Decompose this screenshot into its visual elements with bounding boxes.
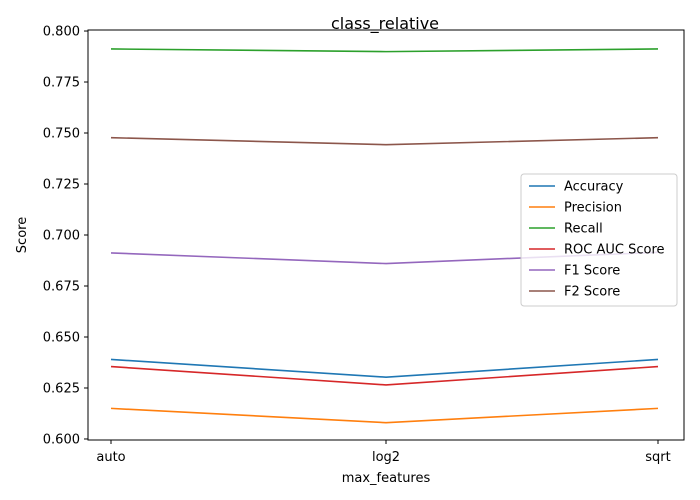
series-line-precision <box>110 407 659 424</box>
x-tick-label: auto <box>96 450 125 465</box>
series-line-recall <box>110 48 659 53</box>
y-tick-label: 0.750 <box>43 127 80 142</box>
legend-label-accuracy: Accuracy <box>564 180 624 195</box>
y-tick-label: 0.675 <box>43 279 80 294</box>
y-tick-label: 0.775 <box>43 76 80 91</box>
legend-label-roc-auc-score: ROC AUC Score <box>564 243 665 258</box>
y-tick-label: 0.625 <box>43 381 80 396</box>
y-tick-label: 0.725 <box>43 178 80 193</box>
y-tick-label: 0.650 <box>43 330 80 345</box>
y-tick-label: 0.800 <box>43 25 80 40</box>
legend-label-precision: Precision <box>564 201 622 216</box>
legend-box <box>520 173 678 307</box>
legend-label-f2-score: F2 Score <box>564 285 620 300</box>
y-axis: 0.600 0.625 0.650 0.675 0.700 0.725 0.750 0.775… <box>43 25 88 447</box>
y-axis-label: Score <box>15 217 30 253</box>
legend-label-recall: Recall <box>564 222 603 237</box>
legend: Accuracy Precision Recall ROC AUC Score F1 S… <box>520 173 678 307</box>
series-line-f2-score <box>110 136 659 146</box>
y-tick-label: 0.700 <box>43 229 80 244</box>
x-tick-label: sqrt <box>645 450 670 465</box>
series-line-accuracy <box>110 358 659 378</box>
legend-label-f1-score: F1 Score <box>564 264 620 279</box>
chart-title: class_relative <box>331 14 439 34</box>
x-axis: auto log2 sqrt <box>96 440 671 465</box>
x-tick-label: log2 <box>372 450 400 465</box>
series-lines <box>110 48 659 424</box>
series-line-roc-auc-score <box>110 365 659 386</box>
x-axis-label: max_features <box>342 471 431 486</box>
y-tick-label: 0.600 <box>43 432 80 447</box>
